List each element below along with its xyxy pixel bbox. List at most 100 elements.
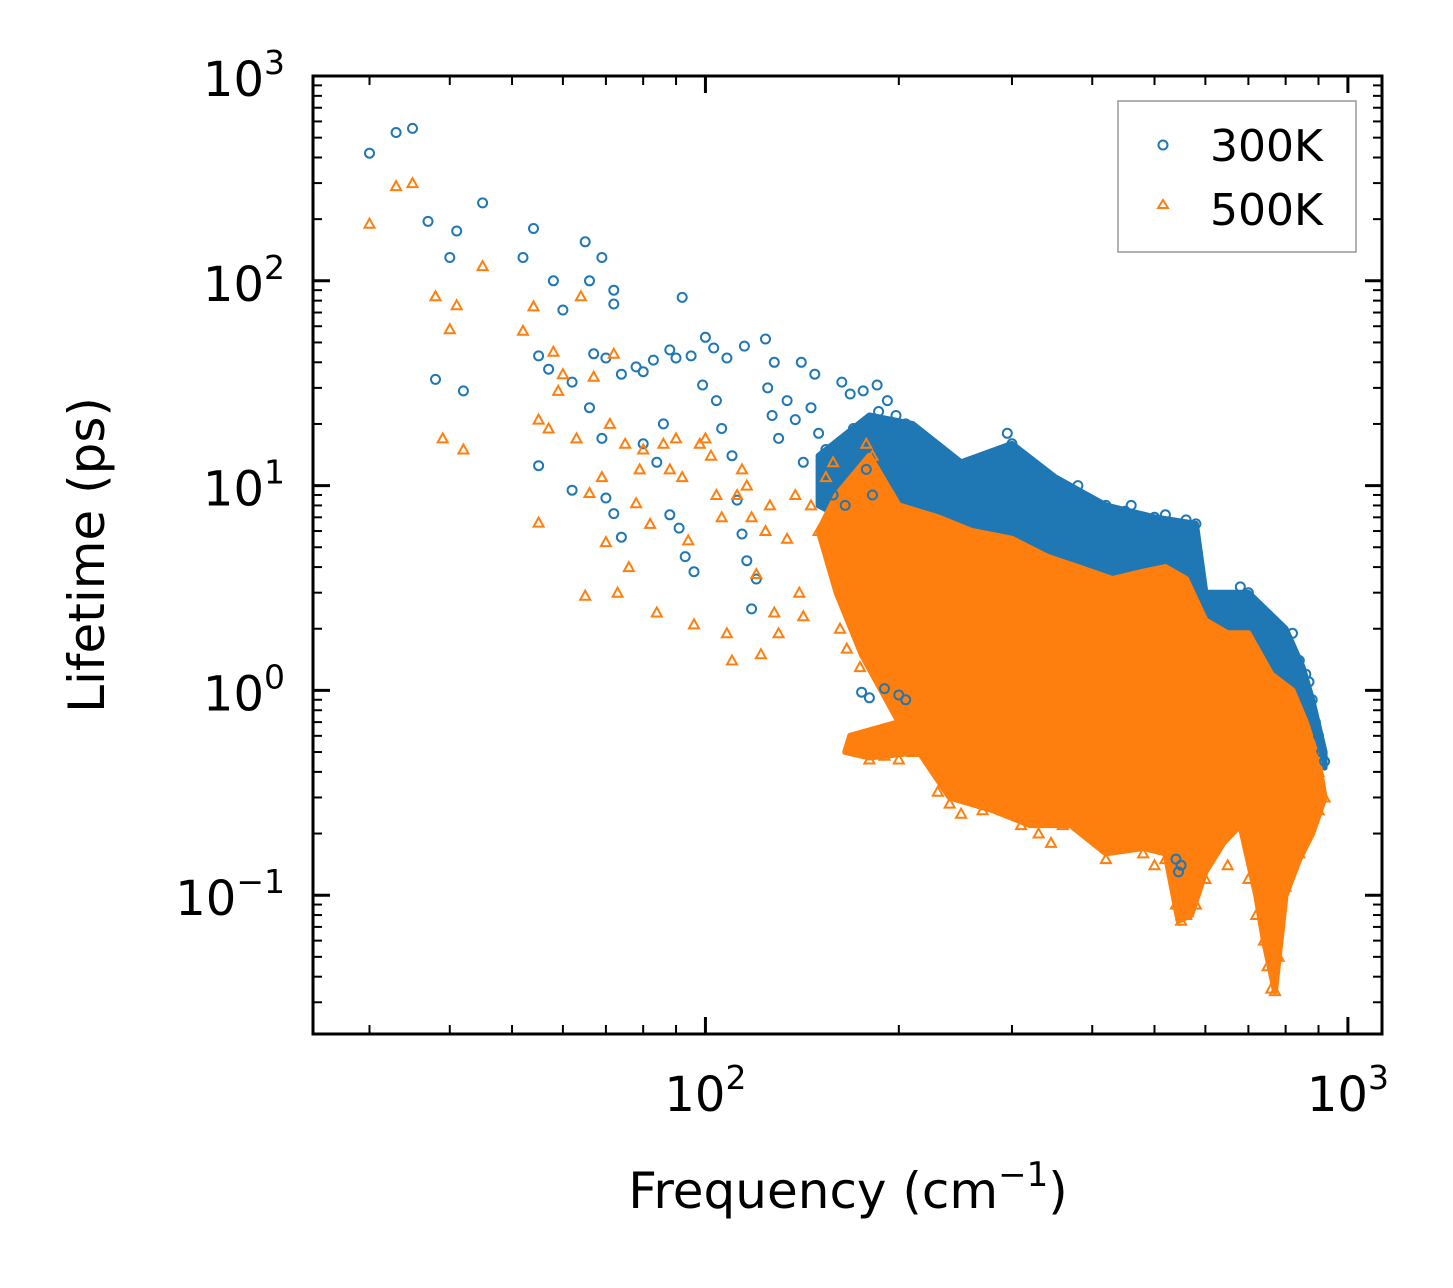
data-point-500k	[1179, 601, 1193, 614]
data-point-500k	[1169, 897, 1183, 910]
data-point-300k	[844, 388, 856, 400]
data-point-500k	[450, 298, 464, 311]
data-point-300k	[364, 147, 375, 159]
data-point-500k	[1014, 540, 1028, 553]
data-point-500k	[859, 436, 873, 449]
data-point-300k	[977, 463, 989, 475]
data-point-500k	[1241, 660, 1256, 673]
data-point-500k	[428, 289, 443, 302]
data-point-500k	[1292, 728, 1306, 741]
data-point-500k	[556, 367, 570, 380]
data-point-300k	[932, 450, 944, 462]
data-point-500k	[531, 412, 546, 425]
data-point-300k	[721, 352, 733, 364]
data-point-300k	[839, 499, 851, 511]
data-point-300k	[1309, 716, 1321, 728]
data-point-300k	[860, 463, 872, 475]
data-point-500k	[954, 806, 968, 819]
data-point-300k	[584, 402, 595, 414]
data-point-500k	[1249, 907, 1263, 920]
data-point-500k	[877, 748, 892, 761]
data-point-300k	[741, 555, 753, 567]
data-point-500k	[792, 585, 806, 598]
data-point-300k	[766, 410, 778, 421]
data-point-500k	[1311, 764, 1326, 777]
data-point-500k	[1311, 803, 1326, 816]
data-point-300k	[637, 438, 649, 450]
data-point-500k	[826, 455, 840, 468]
data-point-500k	[1136, 846, 1150, 859]
data-point-500k	[1078, 585, 1092, 598]
data-point-300k	[887, 427, 899, 439]
data-point-500k	[1014, 818, 1028, 831]
data-point-500k	[1257, 692, 1271, 705]
data-point-300k	[651, 456, 663, 468]
data-point-500k	[656, 436, 671, 449]
data-point-300k	[1242, 587, 1254, 599]
data-point-300k	[608, 508, 620, 520]
data-point-500k	[1285, 858, 1300, 871]
data-point-500k	[1278, 879, 1293, 892]
data-point-300k	[1303, 676, 1315, 688]
data-point-500k	[1305, 744, 1319, 757]
data-point-500k	[569, 431, 584, 444]
data-point-300k	[1265, 623, 1277, 635]
data-point-500k	[720, 626, 734, 639]
data-point-500k	[681, 533, 695, 546]
data-point-500k	[905, 531, 920, 544]
data-point-300k	[1306, 694, 1318, 706]
data-point-500k	[905, 744, 920, 757]
data-point-300k	[795, 356, 807, 368]
data-point-300k	[1106, 505, 1118, 517]
data-point-500k	[730, 487, 744, 500]
data-point-500k	[744, 510, 759, 523]
data-point-500k	[675, 470, 689, 483]
data-point-300k	[1313, 730, 1324, 742]
data-point-500k	[1198, 631, 1213, 644]
data-point-300k	[736, 528, 748, 540]
data-point-300k	[579, 236, 591, 248]
data-point-300k	[856, 686, 868, 698]
data-point-300k	[664, 509, 676, 521]
data-point-300k	[615, 531, 627, 543]
data-point-500k	[931, 784, 945, 797]
data-point-500k	[1031, 826, 1046, 839]
data-point-500k	[1158, 852, 1173, 865]
data-point-300k	[1175, 859, 1187, 871]
data-point-300k	[685, 350, 697, 362]
x-axis-label-text: Frequency (cm	[628, 1162, 998, 1220]
data-point-500k	[574, 289, 588, 302]
data-point-500k	[1044, 835, 1058, 848]
data-point-500k	[603, 416, 617, 429]
data-point-300k	[1024, 463, 1036, 475]
data-point-300k	[430, 373, 441, 385]
data-point-500k	[1056, 585, 1070, 598]
data-point-500k	[763, 498, 777, 511]
data-point-300k	[726, 450, 738, 462]
data-point-300k	[1049, 480, 1061, 492]
data-point-500k	[1221, 858, 1235, 871]
data-point-300k	[857, 385, 869, 397]
data-point-300k	[1137, 511, 1149, 523]
data-point-300k	[1125, 499, 1137, 511]
data-point-300k	[832, 471, 844, 483]
data-point-300k	[1086, 499, 1098, 511]
data-point-300k	[543, 363, 555, 375]
data-point-500k	[698, 431, 713, 444]
legend-box	[1117, 100, 1357, 253]
data-point-500k	[975, 803, 990, 816]
data-point-300k	[955, 463, 967, 475]
data-point-500k	[767, 605, 781, 618]
data-point-300k	[517, 252, 529, 263]
data-point-500k	[853, 660, 867, 673]
x-tick-labels: 102 103	[664, 1058, 1389, 1123]
data-point-300k	[1170, 518, 1182, 530]
data-point-500k	[1169, 591, 1183, 604]
data-point-500k	[1063, 579, 1078, 592]
data-point-300k	[710, 395, 722, 407]
data-point-500k	[1257, 933, 1271, 946]
data-point-300k	[477, 197, 489, 209]
data-point-300k	[731, 494, 743, 506]
data-point-500k	[1085, 826, 1099, 839]
